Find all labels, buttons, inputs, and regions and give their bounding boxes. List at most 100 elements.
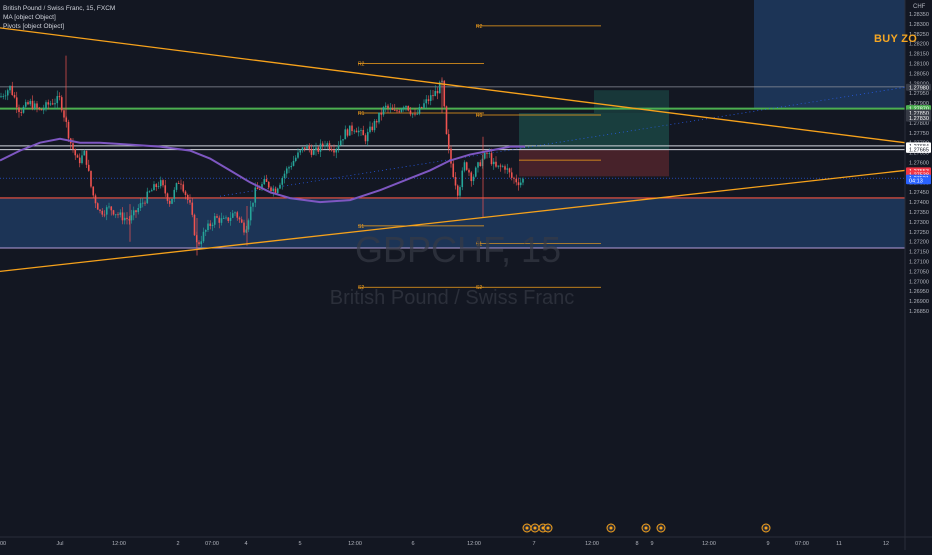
price-marker — [906, 177, 931, 185]
price-tick-label: 1.27350 — [909, 210, 929, 216]
candle-body — [22, 106, 25, 113]
time-tick-label: 7 — [532, 541, 535, 547]
candle-body — [225, 217, 227, 219]
candle-body — [481, 158, 484, 167]
candle-body — [513, 177, 515, 179]
time-tick-label: 4 — [244, 541, 247, 547]
candle-body — [393, 109, 396, 111]
candle-body — [294, 157, 297, 161]
candle-body — [198, 242, 200, 245]
candle-body — [150, 190, 153, 192]
price-marker-label: 1.27665 — [909, 147, 929, 153]
candle-body — [344, 129, 347, 140]
candle-body — [238, 217, 241, 220]
candle-body — [429, 95, 432, 101]
candle-body — [166, 193, 169, 201]
ascending-trendline — [0, 169, 906, 273]
ma-indicator-label[interactable]: MA [object Object] — [3, 14, 56, 21]
candle-body — [276, 188, 279, 193]
price-marker — [906, 83, 931, 91]
candle-body — [315, 147, 317, 151]
candle-body — [461, 170, 464, 188]
pivots-indicator-label[interactable]: Pivots [object Object] — [3, 23, 65, 30]
candle-body — [492, 161, 495, 165]
candle-body — [236, 212, 239, 218]
long-stop-rect — [519, 149, 669, 177]
candle-body — [153, 184, 155, 191]
time-tick-label: Jul — [56, 541, 63, 547]
candle-body — [420, 107, 423, 108]
candle-body — [382, 107, 385, 115]
pivot-label: R2 — [476, 24, 483, 30]
candle-body — [121, 212, 124, 221]
candle-body — [445, 106, 448, 135]
candle-body — [414, 113, 416, 115]
candle-body — [321, 143, 324, 146]
candle-body — [373, 121, 376, 131]
time-tick-label: 6 — [411, 541, 414, 547]
candle-body — [20, 112, 23, 113]
event-dot-icon — [533, 526, 537, 530]
price-axis-background — [905, 0, 932, 550]
price-tick-label: 1.27200 — [909, 240, 929, 246]
time-tick-label: 12:00 — [112, 541, 126, 547]
candle-body — [114, 214, 117, 216]
candle-body — [369, 126, 371, 133]
candle-body — [454, 176, 457, 186]
candle-body — [263, 179, 266, 185]
candle-body — [258, 189, 261, 190]
candle-body — [222, 218, 225, 219]
candle-body — [283, 173, 286, 179]
watermark-name: British Pound / Swiss Franc — [330, 287, 575, 309]
candle-body — [326, 143, 329, 146]
candle-body — [357, 130, 360, 133]
candle-body — [146, 191, 149, 204]
price-tick-label: 1.27950 — [909, 91, 929, 97]
symbol-title[interactable]: British Pound / Swiss Franc, 15, FXCM — [3, 5, 116, 12]
event-dot-icon — [659, 526, 663, 530]
candle-body — [405, 105, 407, 108]
candle-body — [252, 202, 254, 207]
candle-body — [141, 202, 144, 204]
candle-body — [319, 143, 322, 152]
candle-body — [36, 103, 38, 108]
candle-body — [270, 187, 272, 192]
candle-body — [427, 99, 430, 101]
candle-body — [175, 183, 178, 190]
time-tick-label: 00 — [0, 541, 6, 547]
candle-body — [105, 207, 108, 215]
candle-body — [409, 110, 412, 115]
candle-body — [6, 90, 9, 96]
time-axis-background — [0, 537, 932, 550]
candle-body — [173, 189, 176, 199]
candle-body — [137, 207, 140, 213]
candle-body — [522, 178, 524, 183]
candle-body — [459, 187, 461, 196]
candle-body — [362, 129, 365, 136]
candle-body — [54, 103, 56, 105]
candle-body — [45, 102, 47, 109]
time-tick-label: 12:00 — [348, 541, 362, 547]
candle-body — [418, 107, 421, 114]
candle-body — [123, 217, 126, 221]
candle-body — [103, 214, 106, 216]
candle-body — [184, 191, 187, 195]
candle-body — [366, 132, 369, 142]
candle-body — [472, 176, 475, 182]
candle-body — [474, 167, 477, 177]
pivot-label: S1 — [358, 224, 364, 230]
event-dot-icon — [764, 526, 768, 530]
candle-body — [479, 162, 482, 167]
price-tick-label: 1.27900 — [909, 101, 929, 107]
upper-zone-rect — [754, 0, 905, 109]
candle-body — [495, 161, 497, 167]
time-tick-label: 12 — [883, 541, 889, 547]
candle-body — [339, 140, 342, 146]
price-marker — [906, 114, 931, 122]
candle-body — [301, 147, 304, 151]
candle-body — [515, 178, 518, 183]
candle-body — [119, 212, 122, 215]
candle-body — [47, 102, 50, 105]
